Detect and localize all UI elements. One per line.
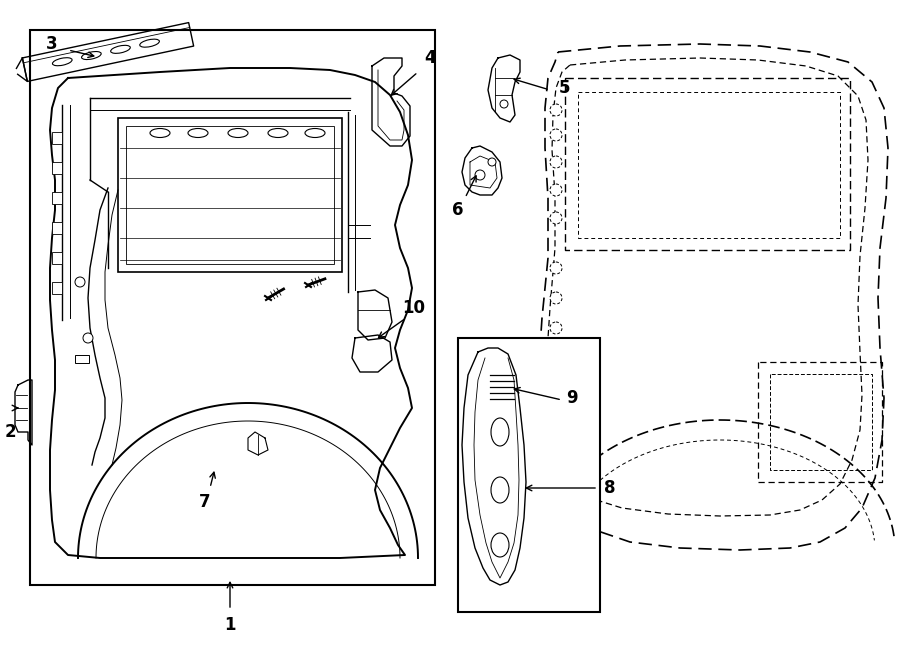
Bar — [126, 126, 334, 264]
Circle shape — [475, 170, 485, 180]
Bar — [52, 252, 62, 264]
Ellipse shape — [491, 477, 509, 503]
Text: 9: 9 — [566, 389, 578, 407]
Ellipse shape — [111, 45, 130, 54]
Circle shape — [500, 100, 508, 108]
Text: 2: 2 — [4, 423, 16, 441]
Ellipse shape — [52, 58, 72, 66]
Bar — [52, 132, 62, 144]
Circle shape — [550, 352, 562, 364]
Circle shape — [550, 322, 562, 334]
Ellipse shape — [82, 52, 101, 60]
Ellipse shape — [140, 39, 159, 47]
Ellipse shape — [228, 128, 248, 138]
Circle shape — [550, 262, 562, 274]
Circle shape — [550, 292, 562, 304]
Text: 7: 7 — [199, 493, 211, 511]
Circle shape — [550, 212, 562, 224]
Bar — [118, 118, 342, 272]
Text: 5: 5 — [559, 79, 571, 97]
Circle shape — [550, 104, 562, 116]
Circle shape — [550, 184, 562, 196]
Bar — [30, 30, 435, 585]
Circle shape — [75, 277, 85, 287]
Text: 6: 6 — [453, 201, 464, 219]
Bar — [52, 162, 62, 174]
Ellipse shape — [188, 128, 208, 138]
Bar — [458, 338, 600, 612]
Text: 4: 4 — [424, 49, 436, 67]
Bar — [52, 282, 62, 294]
Circle shape — [550, 384, 562, 396]
Circle shape — [550, 156, 562, 168]
Bar — [52, 192, 62, 204]
Bar — [52, 222, 62, 234]
Ellipse shape — [150, 128, 170, 138]
Circle shape — [488, 158, 496, 166]
Text: 10: 10 — [402, 299, 426, 317]
Text: 3: 3 — [46, 35, 58, 53]
Bar — [75, 355, 89, 363]
Text: 1: 1 — [224, 616, 236, 634]
Circle shape — [550, 419, 562, 431]
Ellipse shape — [305, 128, 325, 138]
Ellipse shape — [491, 533, 509, 557]
Circle shape — [550, 129, 562, 141]
Ellipse shape — [268, 128, 288, 138]
Text: 8: 8 — [604, 479, 616, 497]
Ellipse shape — [491, 418, 509, 446]
Circle shape — [83, 333, 93, 343]
